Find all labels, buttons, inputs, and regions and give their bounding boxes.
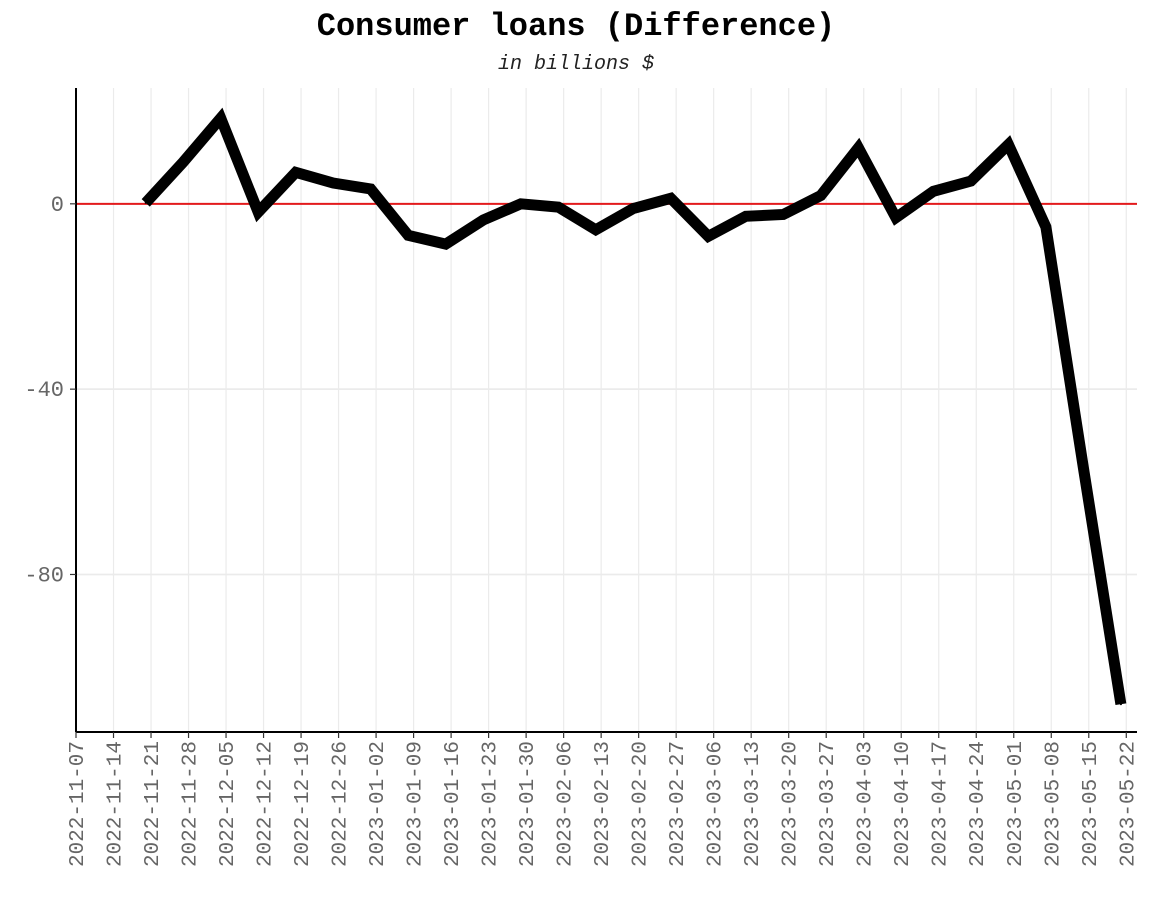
data-point [332, 181, 335, 184]
data-point [969, 180, 972, 183]
data-point [519, 202, 522, 205]
series-layer [141, 107, 1127, 706]
data-point [557, 206, 560, 209]
x-tick-label: 2023-03-13 [742, 741, 765, 867]
x-tick-label: 2023-03-20 [780, 741, 803, 867]
data-point [932, 190, 935, 193]
x-tick-label: 2023-05-01 [1005, 741, 1028, 867]
data-point [782, 213, 785, 216]
data-point [857, 146, 860, 149]
chart-subtitle: in billions $ [497, 53, 655, 76]
data-point [1007, 143, 1010, 146]
x-tick-label: 2022-12-05 [217, 741, 240, 867]
data-point [744, 215, 747, 218]
chart-title: Consumer loans (Difference) [316, 8, 836, 45]
x-tick-label: 2022-12-26 [330, 741, 353, 867]
x-tick-label: 2022-11-14 [105, 741, 128, 867]
x-tick-label: 2023-04-03 [855, 741, 878, 867]
data-point [219, 117, 222, 120]
data-point [144, 201, 147, 204]
x-tick-label: 2022-11-28 [180, 741, 203, 867]
y-tick-label: -80 [24, 563, 64, 588]
x-tick-label: 2023-01-02 [367, 741, 390, 867]
data-point [369, 188, 372, 191]
x-tick-label: 2022-12-19 [292, 741, 315, 867]
axes [75, 88, 1137, 733]
x-tick-label: 2023-01-30 [517, 741, 540, 867]
data-point [482, 219, 485, 222]
x-tick-label: 2023-05-08 [1042, 741, 1065, 867]
data-point [444, 243, 447, 246]
x-tick-label: 2023-02-06 [555, 741, 578, 867]
x-tick-label: 2023-01-23 [480, 741, 503, 867]
data-point [594, 228, 597, 231]
data-point [257, 211, 260, 214]
x-tick-label: 2023-02-27 [667, 741, 690, 867]
x-tick-label: 2023-02-13 [592, 741, 615, 867]
x-tick-label: 2023-01-09 [405, 741, 428, 867]
x-tick-label: 2023-05-15 [1080, 741, 1103, 867]
data-point [819, 194, 822, 197]
x-tick-label: 2022-11-07 [67, 741, 90, 867]
x-tick-label: 2023-04-17 [930, 741, 953, 867]
data-point [1082, 466, 1085, 469]
x-tick-label: 2023-04-10 [892, 741, 915, 867]
y-tick-label: 0 [51, 193, 64, 218]
x-tick-label: 2023-04-24 [967, 741, 990, 867]
x-tick-label: 2023-02-20 [630, 741, 653, 867]
data-point [632, 207, 635, 210]
x-tick-label: 2023-03-06 [705, 741, 728, 867]
data-point [294, 171, 297, 174]
x-tick-label: 2023-03-27 [817, 741, 840, 867]
data-point [1044, 225, 1047, 228]
data-point [1119, 703, 1122, 706]
grid-lines [75, 88, 1137, 732]
x-axis-ticks: 2022-11-07 2022-11-14 2022-11-21 2022-11-28… [67, 732, 1140, 867]
y-tick-label: -40 [24, 378, 64, 403]
y-axis-ticks: 0 -40 -80 [24, 193, 76, 588]
x-tick-label: 2022-12-12 [255, 741, 278, 867]
data-point [669, 197, 672, 200]
x-tick-label: 2022-11-21 [142, 741, 165, 867]
data-point [182, 161, 185, 164]
data-point [407, 234, 410, 237]
data-point [894, 216, 897, 219]
x-tick-label: 2023-01-16 [442, 741, 465, 867]
x-tick-label: 2023-05-22 [1117, 741, 1140, 867]
data-point [707, 235, 710, 238]
series-line [141, 107, 1127, 706]
